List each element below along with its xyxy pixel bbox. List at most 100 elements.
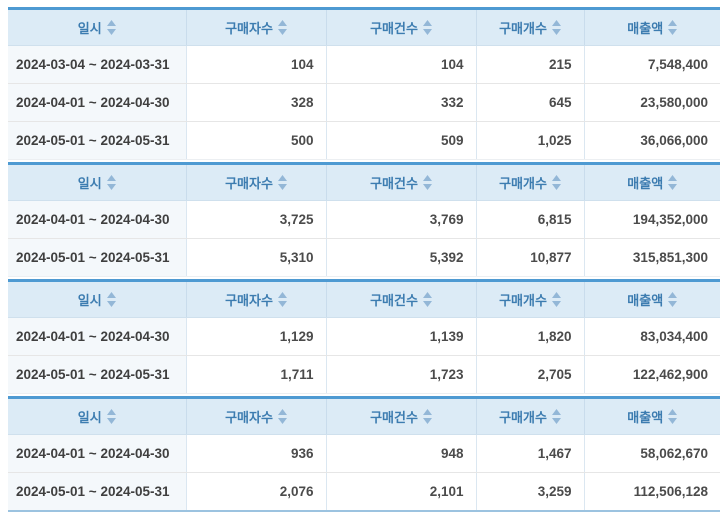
table-row: 2024-05-01 ~ 2024-05-31 1,711 1,723 2,705 12… <box>8 355 720 394</box>
sort-icon <box>422 175 432 190</box>
buyer-count-cell: 1,129 <box>186 317 327 356</box>
column-header-buyer-count[interactable]: 구매자수 <box>186 163 327 201</box>
buyer-count-cell: 328 <box>186 83 327 122</box>
table-row: 2024-04-01 ~ 2024-04-30 3,725 3,769 6,815 19… <box>8 200 720 239</box>
purchase-count-cell: 5,392 <box>326 238 477 277</box>
column-header-label: 구매건수 <box>370 21 418 36</box>
table-row: 2024-04-01 ~ 2024-04-30 1,129 1,139 1,820 83… <box>8 317 720 356</box>
column-header-sales-amount[interactable]: 매출액 <box>584 8 720 46</box>
column-header-sales-amount[interactable]: 매출액 <box>584 163 720 201</box>
sales-amount-cell: 315,851,300 <box>584 238 720 277</box>
column-header-label: 매출액 <box>627 21 664 36</box>
column-header-label: 구매건수 <box>370 293 418 308</box>
column-header-label: 일시 <box>77 176 102 191</box>
item-count-cell: 215 <box>476 45 585 84</box>
column-header-label: 구매자수 <box>225 21 273 36</box>
column-header-item-count[interactable]: 구매개수 <box>476 280 585 318</box>
sort-icon <box>277 409 287 424</box>
date-range-cell: 2024-05-01 ~ 2024-05-31 <box>8 472 187 512</box>
buyer-count-cell: 500 <box>186 121 327 160</box>
date-range-cell: 2024-05-01 ~ 2024-05-31 <box>8 355 187 394</box>
buyer-count-cell: 2,076 <box>186 472 327 512</box>
date-range-cell: 2024-05-01 ~ 2024-05-31 <box>8 121 187 160</box>
column-header-label: 매출액 <box>627 176 664 191</box>
table-row: 2024-05-01 ~ 2024-05-31 500 509 1,025 36,066… <box>8 121 720 160</box>
sort-icon <box>106 20 116 35</box>
item-count-cell: 3,259 <box>476 472 585 512</box>
sort-icon <box>106 292 116 307</box>
purchase-count-cell: 509 <box>326 121 477 160</box>
column-header-label: 매출액 <box>627 293 664 308</box>
table-row: 2024-05-01 ~ 2024-05-31 5,310 5,392 10,877 3… <box>8 238 720 277</box>
column-header-label: 구매자수 <box>225 176 273 191</box>
item-count-cell: 1,025 <box>476 121 585 160</box>
column-header-date[interactable]: 일시 <box>8 163 187 201</box>
sort-icon <box>277 20 287 35</box>
column-header-label: 구매개수 <box>499 410 547 425</box>
sales-amount-cell: 7,548,400 <box>584 45 720 84</box>
sort-icon <box>551 20 561 35</box>
column-header-sales-amount[interactable]: 매출액 <box>584 280 720 318</box>
column-header-buyer-count[interactable]: 구매자수 <box>186 8 327 46</box>
item-count-cell: 6,815 <box>476 200 585 239</box>
buyer-count-cell: 3,725 <box>186 200 327 239</box>
column-header-item-count[interactable]: 구매개수 <box>476 397 585 435</box>
column-header-label: 일시 <box>77 293 102 308</box>
column-header-label: 구매건수 <box>370 176 418 191</box>
purchase-count-cell: 1,723 <box>326 355 477 394</box>
sort-icon <box>277 292 287 307</box>
sort-icon <box>551 292 561 307</box>
column-header-item-count[interactable]: 구매개수 <box>476 163 585 201</box>
sort-icon <box>668 175 678 190</box>
table-row: 2024-04-01 ~ 2024-04-30 936 948 1,467 58,062… <box>8 434 720 473</box>
sort-icon <box>422 20 432 35</box>
column-header-purchase-count[interactable]: 구매건수 <box>326 280 477 318</box>
sort-icon <box>668 20 678 35</box>
buyer-count-cell: 104 <box>186 45 327 84</box>
header-row: 일시 구매자수 구매건수 구매개수 매출액 <box>8 163 720 201</box>
column-header-label: 구매자수 <box>225 410 273 425</box>
item-count-cell: 1,467 <box>476 434 585 473</box>
sort-icon <box>668 292 678 307</box>
column-header-date[interactable]: 일시 <box>8 280 187 318</box>
buyer-count-cell: 1,711 <box>186 355 327 394</box>
date-range-cell: 2024-03-04 ~ 2024-03-31 <box>8 45 187 84</box>
column-header-buyer-count[interactable]: 구매자수 <box>186 280 327 318</box>
column-header-purchase-count[interactable]: 구매건수 <box>326 163 477 201</box>
column-header-label: 일시 <box>77 21 102 36</box>
column-header-item-count[interactable]: 구매개수 <box>476 8 585 46</box>
report-tables: 일시 구매자수 구매건수 구매개수 매출액 2024-03-04 ~ 2024-03-31… <box>8 7 720 512</box>
sort-icon <box>106 175 116 190</box>
column-header-label: 구매개수 <box>499 176 547 191</box>
sort-icon <box>551 409 561 424</box>
column-header-label: 구매개수 <box>499 293 547 308</box>
purchase-count-cell: 104 <box>326 45 477 84</box>
buyer-count-cell: 5,310 <box>186 238 327 277</box>
purchase-count-cell: 3,769 <box>326 200 477 239</box>
column-header-label: 구매개수 <box>499 21 547 36</box>
column-header-purchase-count[interactable]: 구매건수 <box>326 8 477 46</box>
column-header-date[interactable]: 일시 <box>8 8 187 46</box>
column-header-purchase-count[interactable]: 구매건수 <box>326 397 477 435</box>
sort-icon <box>668 409 678 424</box>
sort-icon <box>277 175 287 190</box>
item-count-cell: 645 <box>476 83 585 122</box>
column-header-label: 구매자수 <box>225 293 273 308</box>
date-range-cell: 2024-04-01 ~ 2024-04-30 <box>8 434 187 473</box>
header-row: 일시 구매자수 구매건수 구매개수 매출액 <box>8 8 720 46</box>
item-count-cell: 10,877 <box>476 238 585 277</box>
date-range-cell: 2024-04-01 ~ 2024-04-30 <box>8 317 187 356</box>
column-header-buyer-count[interactable]: 구매자수 <box>186 397 327 435</box>
header-row: 일시 구매자수 구매건수 구매개수 매출액 <box>8 280 720 318</box>
purchase-stats-table: 일시 구매자수 구매건수 구매개수 매출액 2024-04-01 ~ 2024-04-30… <box>8 279 720 394</box>
purchase-count-cell: 332 <box>326 83 477 122</box>
date-range-cell: 2024-04-01 ~ 2024-04-30 <box>8 83 187 122</box>
column-header-label: 매출액 <box>627 410 664 425</box>
column-header-label: 일시 <box>77 410 102 425</box>
buyer-count-cell: 936 <box>186 434 327 473</box>
sort-icon <box>422 292 432 307</box>
column-header-sales-amount[interactable]: 매출액 <box>584 397 720 435</box>
column-header-date[interactable]: 일시 <box>8 397 187 435</box>
date-range-cell: 2024-04-01 ~ 2024-04-30 <box>8 200 187 239</box>
